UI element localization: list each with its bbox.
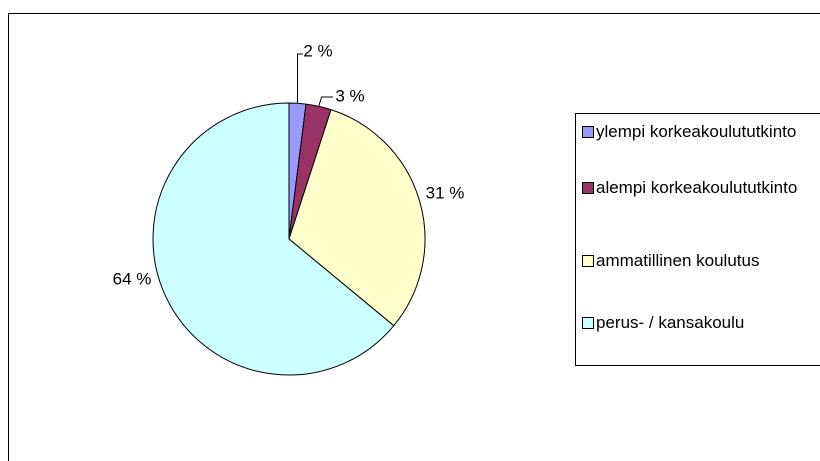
legend-label: ylempi korkeakoulututkinto — [596, 122, 797, 141]
data-label: 31 % — [426, 183, 465, 202]
legend-label: ammatillinen koulutus — [596, 251, 760, 270]
legend-label: alempi korkeakoulututkinto — [596, 178, 798, 197]
data-label: 64 % — [113, 269, 152, 288]
legend-box — [575, 113, 820, 366]
pie-slice — [152, 102, 395, 376]
pie-slice — [288, 109, 426, 327]
leader-line — [318, 96, 333, 107]
legend-label: perus- / kansakoulu — [596, 313, 745, 332]
legend-swatch — [582, 317, 594, 329]
legend-swatch — [582, 126, 594, 138]
data-label: 2 % — [303, 41, 332, 60]
legend-swatch — [582, 255, 594, 267]
leader-line — [297, 53, 303, 104]
legend-swatch — [582, 182, 594, 194]
data-label: 3 % — [335, 86, 364, 105]
